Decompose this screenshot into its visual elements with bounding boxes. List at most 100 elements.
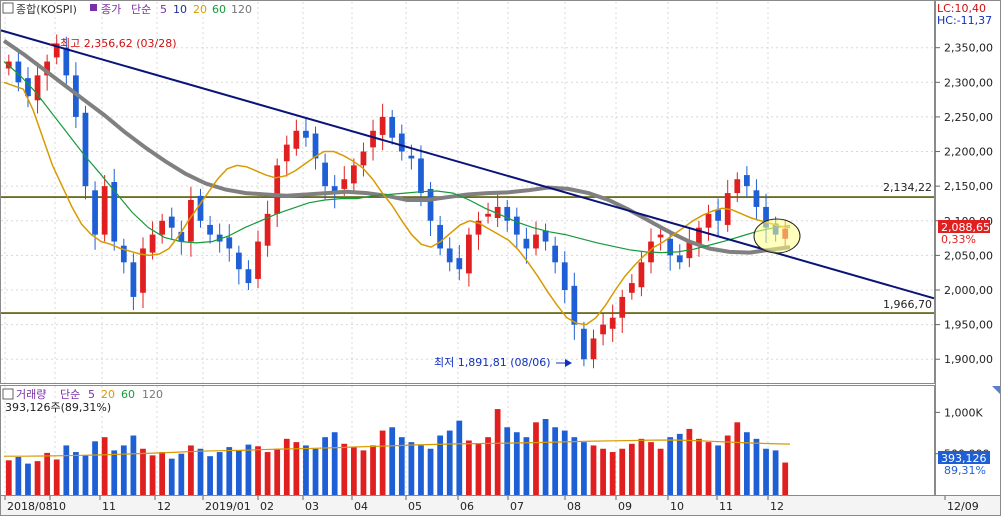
volume-bar: [168, 458, 175, 495]
volume-title[interactable]: 거래량: [16, 388, 46, 401]
date-tick-label: 11: [719, 500, 733, 513]
volume-bar: [274, 448, 281, 495]
candle-body: [533, 234, 539, 249]
candle-body: [235, 252, 242, 270]
volume-settings-checkbox[interactable]: [2, 388, 14, 400]
volume-bar: [494, 409, 501, 495]
volume-bar: [92, 441, 98, 495]
ma5-legend[interactable]: 5: [160, 3, 167, 16]
candle-body: [159, 220, 166, 235]
vol-ma120-legend[interactable]: 120: [142, 388, 163, 401]
candle-body: [350, 165, 357, 184]
last-price-value: 2,088,65: [941, 221, 990, 234]
volume-bar: [370, 445, 376, 495]
volume-bar: [235, 450, 242, 495]
last-price-tag: [938, 220, 990, 233]
volume-bar: [130, 435, 137, 495]
last-change-value: 0,33%: [941, 233, 976, 246]
date-tick-label: 06: [460, 500, 474, 513]
volume-bar: [446, 430, 453, 495]
price-tick-label: 2,050,00: [944, 249, 993, 262]
volume-bar: [638, 438, 645, 495]
candle-body: [398, 133, 405, 152]
volume-bar: [696, 438, 702, 495]
candle-body: [149, 234, 156, 253]
candle-body: [552, 245, 559, 263]
candle-body: [197, 195, 204, 221]
price-axis-ticks: 2,350,00 2,300,00 2,250,00 2,200,00 2,150,00…: [935, 42, 993, 366]
candle-body: [504, 206, 511, 221]
candle-body: [322, 162, 328, 187]
price-tick-label: 2,250,00: [944, 111, 993, 124]
candle-body: [226, 237, 233, 249]
date-axis-ticks: 2018/08 10 11 12 2019/01 02 03 04 05 06 07 08 09 10 11…: [4, 496, 979, 513]
volume-bar: [542, 419, 549, 495]
candle-body: [418, 158, 424, 194]
volume-bar: [293, 442, 300, 495]
volume-bar: [456, 420, 463, 495]
candle-body: [638, 262, 645, 288]
volume-bar: [188, 445, 194, 495]
date-tick-label: 05: [408, 500, 422, 513]
ma20-legend[interactable]: 20: [193, 3, 207, 16]
candle-body: [581, 328, 587, 360]
volume-bar: [782, 462, 789, 495]
candle-body: [264, 213, 271, 246]
price-tick-label: 2,000,00: [944, 284, 993, 297]
ma10-legend[interactable]: 10: [173, 3, 187, 16]
volume-bar: [609, 452, 616, 495]
volume-bar: [283, 438, 290, 495]
ma120-line: [2, 39, 791, 255]
index-title[interactable]: 종합(KOSPI): [16, 3, 77, 16]
ma-label: 단순: [131, 3, 151, 16]
vol-ma5-legend[interactable]: 5: [88, 388, 95, 401]
volume-bar: [360, 450, 367, 495]
candle-body: [303, 130, 309, 138]
volume-bar: [772, 450, 779, 495]
volume-bar: [255, 446, 261, 495]
candle-body: [370, 130, 376, 148]
volume-bar: [226, 447, 233, 495]
candle-body: [561, 262, 568, 290]
volume-bar: [15, 457, 22, 495]
candle-body: [92, 190, 98, 235]
resistance-label: 2,134,22: [883, 181, 932, 194]
date-tick-label: 11: [102, 500, 116, 513]
volume-bar: [408, 442, 415, 495]
volume-bar: [715, 445, 721, 495]
volume-bar: [5, 460, 12, 495]
candle-body: [485, 213, 491, 217]
settings-checkbox[interactable]: [2, 2, 14, 14]
date-tick-label: 02: [260, 500, 274, 513]
scroll-corner-icon[interactable]: [992, 386, 1000, 394]
ma60-legend[interactable]: 60: [212, 3, 226, 16]
candle-body: [312, 133, 319, 159]
candle-body: [657, 234, 664, 238]
candle-body: [168, 216, 175, 228]
ma120-legend[interactable]: 120: [231, 3, 252, 16]
candle-body: [293, 130, 300, 149]
vol-ma60-legend[interactable]: 60: [121, 388, 135, 401]
price-panel[interactable]: [0, 0, 935, 384]
candle-body: [140, 248, 146, 293]
candle-body: [734, 179, 741, 194]
volume-bar: [82, 455, 89, 495]
candle-body: [437, 224, 444, 249]
volume-bar: [533, 422, 539, 495]
volume-bar: [140, 448, 146, 495]
volume-ma-line: [4, 439, 791, 457]
candle-body: [389, 116, 396, 138]
volume-bar: [264, 452, 271, 495]
vol-ma20-legend[interactable]: 20: [101, 388, 115, 401]
volume-bar: [705, 442, 712, 495]
highlight-circle: [753, 218, 801, 254]
volume-bar: [686, 428, 693, 495]
candle-body: [111, 182, 118, 242]
volume-bars-group: [4, 409, 791, 495]
volume-bar: [743, 432, 750, 495]
candle-body: [676, 255, 683, 263]
candle-body: [274, 165, 281, 214]
volume-bar: [245, 444, 252, 495]
volume-bar: [667, 437, 674, 495]
